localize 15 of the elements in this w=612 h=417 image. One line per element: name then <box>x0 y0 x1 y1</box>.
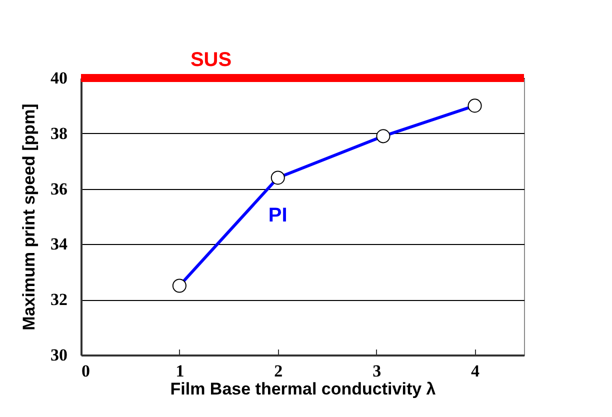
x-tick-label: 1 <box>176 362 184 380</box>
y-tick-label: 34 <box>50 234 68 254</box>
y-tick-label: 38 <box>50 124 68 143</box>
x-tick-label: 3 <box>372 362 382 380</box>
y-tick-label: 32 <box>50 290 68 310</box>
x-tick-label: 2 <box>274 362 283 380</box>
x-axis-title: Film Base thermal conductivity λ <box>170 380 436 398</box>
series-label: PI <box>268 204 288 227</box>
y-tick-label: 40 <box>50 68 68 88</box>
y-tick-label: 36 <box>50 179 68 198</box>
y-tick-label: 30 <box>50 346 68 364</box>
x-tick-label: 4 <box>471 362 480 380</box>
y-axis-title: Maximum print speed [ppm] <box>20 104 38 330</box>
ref-line-label: SUS <box>190 49 232 71</box>
x-tick-label: 0 <box>82 362 90 380</box>
